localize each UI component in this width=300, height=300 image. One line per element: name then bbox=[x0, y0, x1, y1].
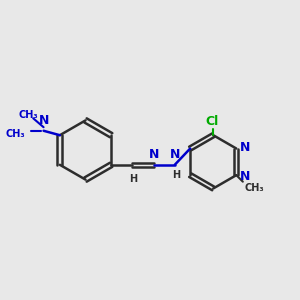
Text: H: H bbox=[172, 170, 180, 180]
Text: N: N bbox=[38, 114, 49, 127]
Text: N: N bbox=[240, 170, 250, 183]
Text: N: N bbox=[240, 140, 250, 154]
Text: N: N bbox=[149, 148, 159, 161]
Text: CH₃: CH₃ bbox=[244, 183, 264, 194]
Text: CH₃: CH₃ bbox=[6, 129, 25, 139]
Text: Cl: Cl bbox=[205, 115, 218, 128]
Text: H: H bbox=[129, 174, 137, 184]
Text: CH₃: CH₃ bbox=[19, 110, 39, 120]
Text: N: N bbox=[169, 148, 180, 161]
